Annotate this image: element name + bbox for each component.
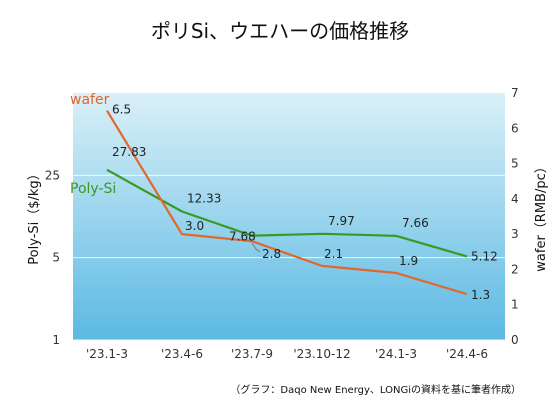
left-axis-title: Poly-Si（$/kg） — [27, 167, 42, 264]
data-label: 1.9 — [399, 254, 418, 268]
data-labels: 27.83 12.33 7.68 7.97 7.66 5.12 6.5 3.0 2.8 2.1 1.… — [112, 103, 498, 302]
data-label: 6.5 — [112, 103, 131, 117]
x-axis-ticks: '23.1-3 '23.4-6 '23.7-9 '23.10-12 '24.1-3 '24… — [86, 347, 488, 361]
series-labels: Poly-Si wafer — [70, 92, 116, 197]
plot-area — [73, 93, 505, 340]
data-label: 27.83 — [112, 145, 146, 159]
data-label: 3.0 — [185, 219, 204, 233]
data-label: 5.12 — [471, 249, 498, 263]
left-tick-label: 1 — [52, 333, 60, 347]
right-tick-label: 6 — [511, 121, 519, 135]
series-name-wafer: wafer — [70, 92, 110, 108]
chart-title: ポリSi、ウエハーの価格推移 — [151, 19, 409, 43]
series-line-wafer — [106, 110, 468, 296]
right-tick-label: 7 — [511, 86, 519, 100]
left-tick-label: 5 — [52, 251, 60, 265]
data-label: 7.66 — [402, 216, 429, 230]
x-tick-label: '23.7-9 — [231, 347, 273, 361]
x-tick-label: '23.10-12 — [293, 347, 350, 361]
data-label: 7.97 — [328, 214, 355, 228]
series-lines — [106, 110, 468, 296]
x-tick-label: '23.1-3 — [86, 347, 128, 361]
right-tick-label: 5 — [511, 157, 519, 171]
data-label: 2.8 — [262, 247, 281, 261]
data-label: 12.33 — [187, 191, 221, 205]
right-tick-label: 3 — [511, 227, 519, 241]
data-label: 1.3 — [471, 288, 490, 302]
right-tick-label: 4 — [511, 192, 519, 206]
right-tick-label: 2 — [511, 262, 519, 276]
label-leader-line — [251, 242, 261, 253]
series-line-poly-si — [106, 168, 468, 258]
x-tick-label: '24.4-6 — [446, 347, 488, 361]
right-tick-label: 0 — [511, 333, 519, 347]
right-axis-ticks: 0 1 2 3 4 5 6 7 — [511, 86, 519, 347]
left-tick-label: 25 — [45, 168, 60, 182]
x-tick-label: '24.1-3 — [375, 347, 417, 361]
right-axis-title: wafer（RMB/pc） — [534, 160, 549, 271]
x-tick-label: '23.4-6 — [161, 347, 203, 361]
right-tick-label: 1 — [511, 298, 519, 312]
source-note: （グラフ：Daqo New Energy、LONGiの資料を基に筆者作成） — [230, 383, 521, 396]
series-name-poly-si: Poly-Si — [70, 181, 116, 197]
data-label: 2.1 — [324, 247, 343, 261]
data-label: 7.68 — [229, 230, 256, 244]
